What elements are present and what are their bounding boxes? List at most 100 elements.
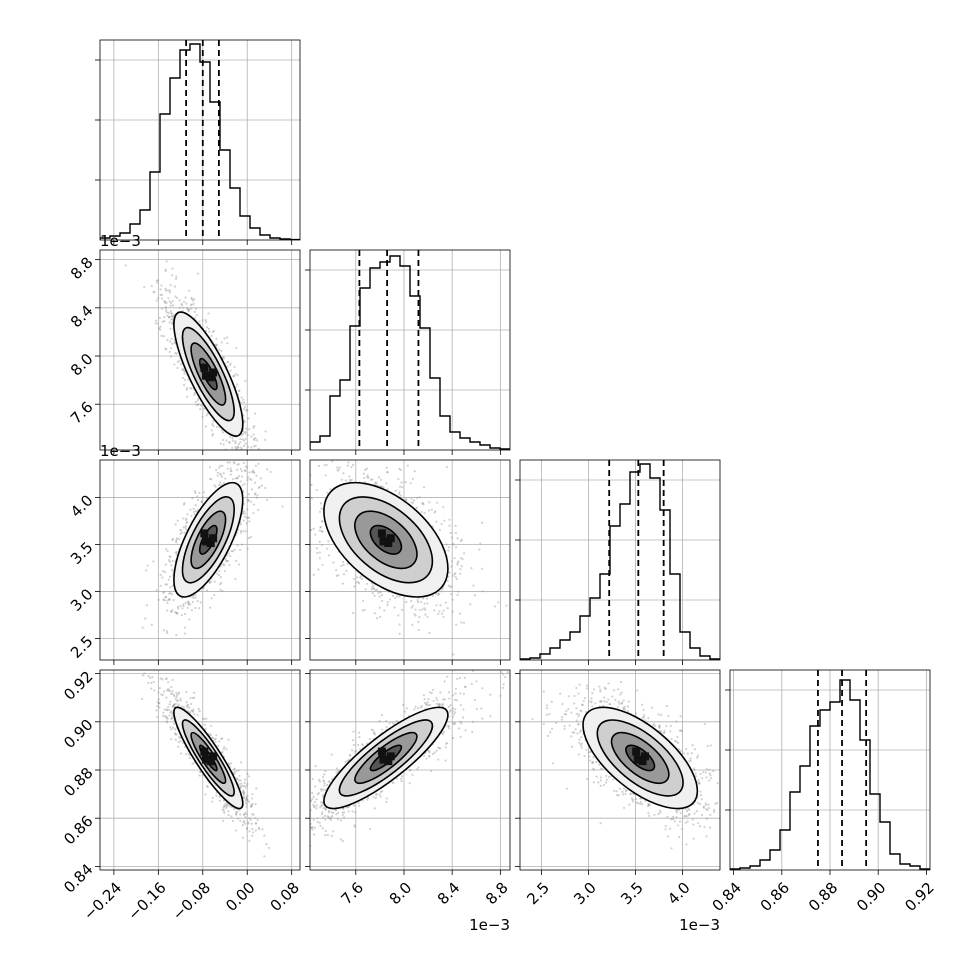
scatter-point — [391, 594, 395, 598]
scatter-point — [171, 321, 174, 325]
scatter-point — [442, 615, 445, 619]
scatter-point — [228, 461, 231, 464]
scatter-point — [174, 352, 177, 355]
scatter-point — [162, 598, 165, 601]
scatter-point — [171, 726, 175, 729]
scatter-point — [363, 476, 366, 479]
scatter-point — [459, 556, 463, 560]
scatter-point — [292, 481, 294, 483]
scatter-point — [219, 575, 223, 579]
scatter-point — [181, 367, 184, 370]
scatter-point — [168, 300, 171, 303]
scatter-point — [176, 537, 179, 540]
scatter-point — [247, 417, 250, 420]
scatter-point — [233, 365, 236, 369]
scatter-point — [162, 591, 165, 594]
scatter-point — [247, 536, 250, 540]
scatter-point — [365, 467, 368, 470]
scatter-point — [180, 302, 183, 306]
scatter-point — [252, 437, 255, 440]
scatter-point — [211, 736, 215, 740]
scatter-point — [346, 562, 349, 565]
scatter-point — [452, 543, 455, 546]
scatter-point — [205, 717, 208, 720]
scatter-point — [336, 451, 338, 453]
scatter-point — [356, 576, 359, 579]
scatter-point — [319, 525, 322, 528]
scatter-point — [161, 570, 165, 573]
density-core-block — [200, 529, 209, 538]
scatter-point — [216, 474, 219, 477]
scatter-point — [211, 330, 214, 334]
scatter-point — [152, 680, 155, 684]
scatter-point — [252, 512, 255, 515]
scatter-point — [165, 629, 168, 633]
scatter-point — [220, 581, 223, 585]
scatter-point — [156, 715, 159, 719]
scatter-point — [208, 580, 211, 584]
scatter-point — [248, 775, 251, 778]
scatter-point — [173, 611, 177, 614]
scatter-point — [440, 590, 443, 593]
scatter-point — [458, 612, 461, 615]
scatter-point — [377, 591, 380, 595]
scatter-point — [418, 608, 421, 612]
scatter-point — [179, 532, 182, 535]
scatter-point — [193, 490, 196, 493]
scatter-point — [243, 515, 246, 518]
scatter-point — [225, 806, 228, 810]
scatter-point — [276, 525, 278, 527]
scatter-point — [435, 604, 438, 607]
scatter-point — [437, 592, 440, 595]
scatter-point — [150, 284, 153, 288]
scatter-point — [152, 291, 155, 294]
scatter-point — [174, 295, 177, 298]
scatter-point — [472, 584, 475, 587]
scatter-point — [438, 610, 441, 613]
scatter-point — [155, 589, 158, 592]
scatter-point — [222, 809, 226, 812]
scatter-point — [193, 316, 196, 320]
scatter-point — [250, 435, 253, 438]
scatter-point — [451, 610, 454, 613]
scatter-point — [363, 608, 366, 612]
scatter-point — [167, 598, 170, 602]
scatter-point — [213, 484, 216, 487]
scatter-point — [162, 629, 165, 632]
scatter-point — [172, 599, 175, 602]
scatter-point — [236, 468, 239, 471]
scatter-point — [170, 318, 173, 321]
scatter-point — [380, 599, 384, 603]
scatter-point — [196, 508, 200, 511]
scatter-point — [246, 434, 249, 437]
scatter-point — [202, 491, 205, 494]
scatter-point — [165, 609, 169, 612]
scatter-point — [462, 552, 466, 555]
scatter-point — [493, 605, 496, 608]
scatter-point — [370, 588, 373, 591]
scatter-point — [460, 538, 463, 541]
scatter-point — [246, 547, 249, 550]
scatter-point — [449, 531, 452, 534]
scatter-point — [170, 568, 174, 572]
scatter-point — [175, 275, 178, 278]
scatter-point — [188, 289, 191, 292]
scatter-point — [165, 348, 168, 351]
scatter-point — [205, 414, 208, 417]
scatter-point — [183, 531, 186, 534]
scatter-point — [161, 678, 164, 681]
scatter-point — [190, 307, 193, 310]
scatter-point — [347, 461, 350, 464]
scatter-point — [170, 312, 173, 315]
scatter-point — [242, 789, 245, 792]
scatter-point — [243, 512, 247, 515]
scatter-point — [213, 593, 216, 597]
scatter-point — [194, 491, 197, 495]
density-core-block — [200, 363, 209, 372]
scatter-point — [165, 677, 168, 680]
scatter-point — [168, 598, 171, 601]
scatter-point — [185, 528, 188, 531]
scatter-point — [187, 378, 190, 381]
scatter-point — [235, 811, 238, 814]
scatter-point — [342, 573, 346, 576]
